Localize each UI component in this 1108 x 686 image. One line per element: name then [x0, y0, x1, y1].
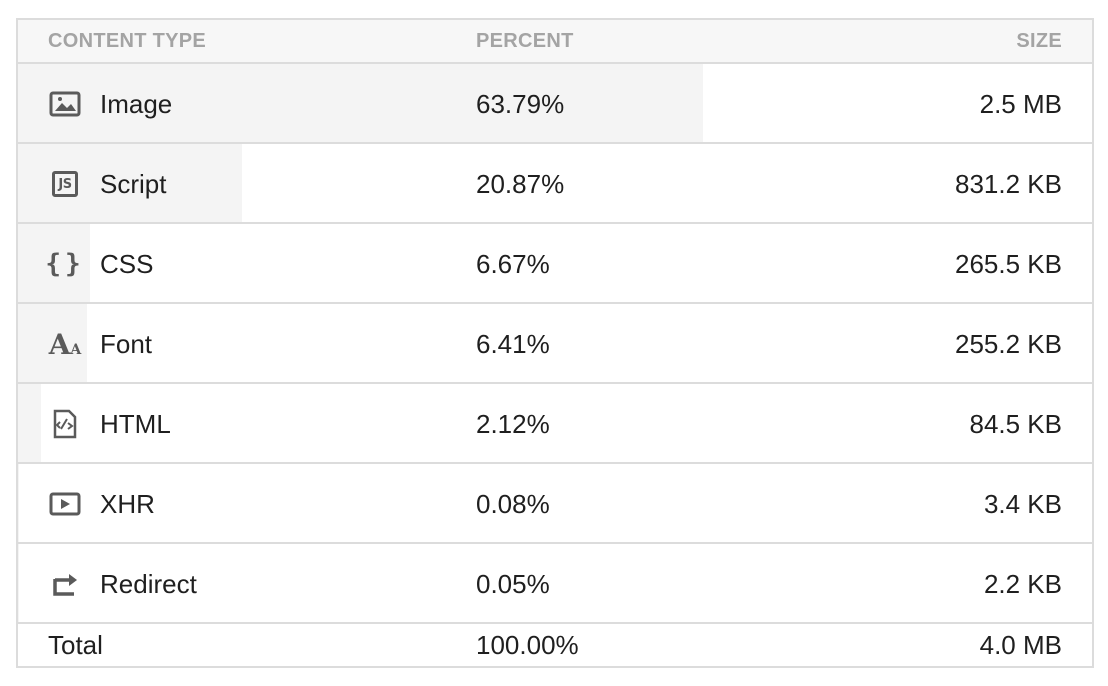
percent-bar	[18, 144, 243, 222]
table-row[interactable]: HTML 2.12% 84.5 KB	[18, 384, 1092, 464]
table-row[interactable]: {} CSS 6.67% 265.5 KB	[18, 224, 1092, 304]
table-row[interactable]: Redirect 0.05% 2.2 KB	[18, 544, 1092, 624]
percent-bar	[18, 384, 41, 462]
row-percent: 6.67%	[476, 249, 550, 279]
image-icon	[48, 87, 82, 121]
header-size[interactable]: SIZE	[1016, 30, 1062, 52]
row-label: CSS	[100, 249, 154, 279]
script-icon: JS	[48, 167, 82, 201]
row-size: 2.5 MB	[979, 89, 1062, 119]
row-label: XHR	[100, 489, 155, 519]
total-row: Total 100.00% 4.0 MB	[18, 624, 1092, 666]
row-size: 84.5 KB	[969, 409, 1062, 439]
percent-bar	[18, 464, 19, 542]
row-label: Font	[100, 329, 153, 359]
total-percent: 100.00%	[476, 630, 579, 660]
row-percent: 63.79%	[476, 89, 565, 119]
table-row[interactable]: XHR 0.08% 3.4 KB	[18, 464, 1092, 544]
percent-bar	[18, 544, 19, 622]
table-row[interactable]: AA Font 6.41% 255.2 KB	[18, 304, 1092, 384]
html-file-icon	[48, 407, 82, 441]
row-percent: 20.87%	[476, 169, 565, 199]
redirect-arrow-icon	[48, 567, 82, 601]
row-size: 265.5 KB	[955, 249, 1062, 279]
row-size: 3.4 KB	[983, 489, 1062, 519]
percent-bar	[18, 224, 90, 302]
table-row[interactable]: Image 63.79% 2.5 MB	[18, 64, 1092, 144]
row-size: 255.2 KB	[955, 329, 1062, 359]
row-size: 831.2 KB	[955, 169, 1062, 199]
row-size: 2.2 KB	[983, 569, 1062, 599]
table-header: CONTENT TYPE PERCENT SIZE	[18, 20, 1092, 64]
row-percent: 2.12%	[476, 409, 550, 439]
total-label: Total	[48, 630, 103, 660]
content-type-table: CONTENT TYPE PERCENT SIZE Image 63.79% 2…	[16, 18, 1094, 668]
table-row[interactable]: JS Script 20.87% 831.2 KB	[18, 144, 1092, 224]
percent-bar	[18, 64, 704, 142]
header-percent[interactable]: PERCENT	[476, 30, 574, 52]
row-label: Redirect	[100, 569, 197, 599]
row-percent: 0.08%	[476, 489, 550, 519]
row-label: Image	[100, 89, 173, 119]
row-label: Script	[100, 169, 167, 199]
css-braces-icon: {}	[45, 249, 85, 279]
xhr-play-icon	[48, 487, 82, 521]
header-content-type[interactable]: CONTENT TYPE	[48, 30, 207, 52]
row-label: HTML	[100, 409, 171, 439]
row-percent: 6.41%	[476, 329, 550, 359]
percent-bar	[18, 304, 87, 382]
total-size: 4.0 MB	[979, 630, 1062, 660]
font-icon: AA	[48, 327, 82, 361]
row-percent: 0.05%	[476, 569, 550, 599]
